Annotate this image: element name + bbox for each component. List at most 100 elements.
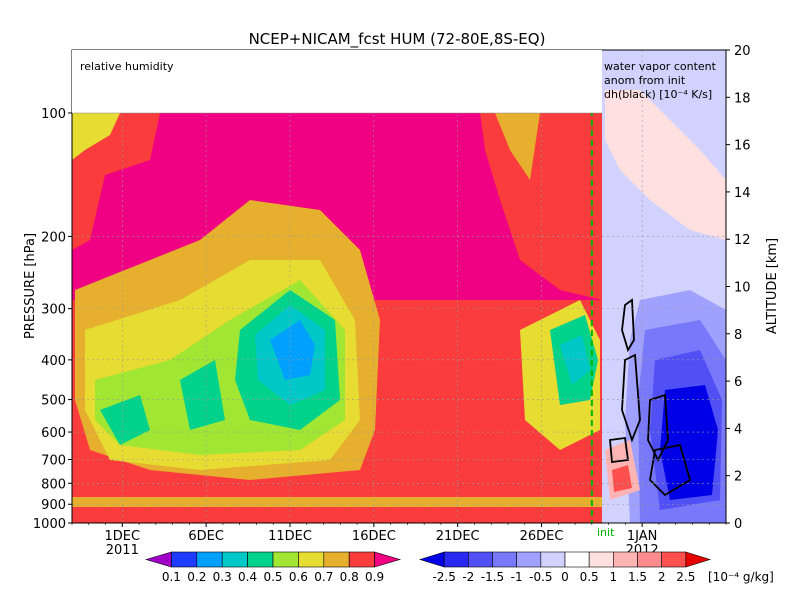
altitude-axis-label: ALTITUDE [km] [765, 238, 780, 334]
water-vapor-anomaly-field [602, 50, 726, 523]
colorbar-arrow-left [144, 551, 172, 568]
date-tick-label: 1DEC [105, 529, 141, 544]
panel-left-label: relative humidity [80, 60, 174, 73]
colorbar-arrow-right [685, 551, 712, 568]
colorbar-swatch [468, 551, 493, 568]
colorbar-label: 0.9 [365, 570, 384, 584]
init-label: init [597, 526, 615, 539]
rh-region-upper-left [72, 113, 160, 250]
heating-contour [621, 298, 635, 353]
date-tick-label: 21DEC [436, 529, 480, 544]
heating-contour [621, 353, 641, 443]
altitude-tick-label: 2 [734, 470, 742, 485]
colorbar-label: 0.3 [213, 570, 232, 584]
colorbar-swatch [323, 551, 350, 568]
date-tick-label: 1JAN [627, 529, 658, 544]
colorbar-swatch [540, 551, 566, 568]
date-tick-label: 26DEC [520, 529, 564, 544]
colorbar-swatch [492, 551, 517, 568]
date-tick-label: 16DEC [352, 529, 396, 544]
colorbar-label: -1 [511, 570, 523, 584]
colorbar-swatch [196, 551, 223, 568]
chart-title: NCEP+NICAM_fcst HUM (72-80E,8S-EQ) [249, 30, 546, 49]
rh-region-late-dec-upper-mid [495, 113, 540, 180]
rh-boundary-layer-inner [72, 497, 602, 507]
anom-region-lower-positive-core [612, 465, 632, 492]
colorbar-swatch [247, 551, 274, 568]
altitude-tick-label: 4 [734, 422, 742, 437]
colorbar-swatch [564, 551, 590, 568]
grid [72, 50, 726, 523]
altitude-tick-label: 10 [734, 281, 751, 296]
heating-contour [609, 436, 630, 464]
pressure-tick-label: 100 [41, 107, 66, 122]
altitude-tick-label: 20 [734, 44, 751, 59]
altitude-tick-label: 8 [734, 328, 742, 343]
panel-right-label-3: dh(black) [10⁻⁴ K/s] [604, 88, 712, 101]
altitude-tick-label: 6 [734, 375, 742, 390]
pressure-axis: 100 200 300 400 500 600 700 800 900 1000 [33, 107, 72, 532]
pressure-tick-label: 200 [41, 230, 66, 245]
colorbar-anom-unit: [10⁻⁴ g/kg] [708, 570, 774, 584]
colorbar-swatch [661, 551, 687, 568]
altitude-tick-label: 16 [734, 139, 751, 154]
rh-region-early-green [100, 395, 150, 445]
rh-region-late-dec-upper [480, 113, 602, 300]
altitude-tick-label: 12 [734, 233, 751, 248]
relative-humidity-field [72, 113, 602, 523]
colorbar-relative-humidity: 0.1 0.2 0.3 0.4 0.5 0.6 0.7 0.8 0.9 [144, 551, 402, 584]
rh-region-upper-left-dry [72, 113, 120, 160]
colorbar-swatch [516, 551, 542, 568]
colorbar-swatch [613, 551, 638, 568]
rh-region-mid-cyan [270, 320, 315, 380]
colorbar-label: 1.5 [628, 570, 647, 584]
pressure-tick-label: 600 [41, 426, 66, 441]
altitude-tick-label: 18 [734, 91, 751, 106]
rh-region-late-dec-teal [560, 335, 590, 385]
pressure-tick-label: 900 [41, 498, 66, 513]
colorbar-swatch [272, 551, 299, 568]
colorbar-swatch [637, 551, 662, 568]
colorbar-label: 0.7 [314, 570, 333, 584]
upper-blank-area [72, 50, 602, 113]
colorbar-label: 0.1 [162, 570, 181, 584]
colorbar-label: 2 [658, 570, 666, 584]
colorbar-label: 0.5 [580, 570, 599, 584]
pressure-tick-label: 300 [41, 303, 66, 318]
colorbar-label: 0 [561, 570, 569, 584]
colorbar-label: 0.4 [238, 570, 257, 584]
year-label: 2011 [106, 543, 139, 558]
colorbar-label: -2 [462, 570, 474, 584]
colorbar-label: 0.2 [187, 570, 206, 584]
colorbar-label: -0.5 [529, 570, 552, 584]
colorbar-label: 0.8 [340, 570, 359, 584]
colorbar-label: -2.5 [432, 570, 455, 584]
pressure-tick-label: 400 [41, 354, 66, 369]
panel-right-label-1: water vapor content [604, 60, 717, 73]
colorbar-swatch [588, 551, 614, 568]
colorbar-swatch [171, 551, 198, 568]
colorbar-water-vapor-anomaly: -2.5 -2 -1.5 -1 -0.5 0 0.5 1 1.5 2 2.5 [418, 551, 712, 584]
colorbar-label: 0.6 [289, 570, 308, 584]
anom-region-lower-strongest [660, 385, 718, 500]
colorbar-arrow-right [374, 551, 402, 568]
pressure-tick-label: 1000 [33, 517, 66, 532]
colorbar-swatch [348, 551, 375, 568]
colorbar-swatch [443, 551, 469, 568]
anom-region-upper-positive [605, 90, 726, 240]
date-tick-label: 11DEC [268, 529, 312, 544]
altitude-tick-label: 0 [734, 517, 742, 532]
date-tick-label: 6DEC [188, 529, 224, 544]
colorbar-arrow-left [418, 551, 445, 568]
pressure-tick-label: 500 [41, 394, 66, 409]
colorbar-label: -1.5 [481, 570, 504, 584]
colorbar-swatch [298, 551, 325, 568]
colorbar-swatch [221, 551, 248, 568]
pressure-tick-label: 800 [41, 477, 66, 492]
pressure-tick-label: 700 [41, 453, 66, 468]
altitude-tick-label: 14 [734, 186, 751, 201]
pressure-axis-label: PRESSURE [hPa] [23, 233, 38, 339]
heating-contour [647, 393, 669, 463]
